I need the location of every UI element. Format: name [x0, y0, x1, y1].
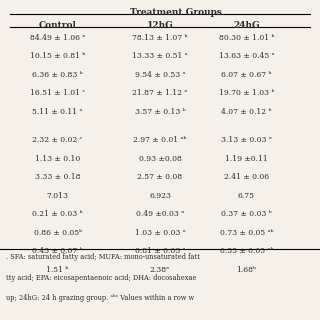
Text: tty acid; EPA: eicosapentaenoic acid; DHA: docosahexae: tty acid; EPA: eicosapentaenoic acid; DH… [6, 274, 197, 282]
Text: 1.13 ± 0.10: 1.13 ± 0.10 [35, 155, 80, 163]
Text: 1.51 ᵇ: 1.51 ᵇ [46, 266, 69, 274]
Text: 0.86 ± 0.05ᵇ: 0.86 ± 0.05ᵇ [34, 229, 82, 237]
Text: 2.57 ± 0.08: 2.57 ± 0.08 [137, 173, 183, 181]
Text: 78.13 ± 1.07 ᵇ: 78.13 ± 1.07 ᵇ [132, 34, 188, 42]
Text: 0.49 ±0.03 ᵃ: 0.49 ±0.03 ᵃ [136, 210, 184, 218]
Text: 1.19 ±0.11: 1.19 ±0.11 [225, 155, 268, 163]
Text: 21.87 ± 1.12 ᵃ: 21.87 ± 1.12 ᵃ [132, 89, 188, 97]
Text: 0.43 ± 0.07 ᵇ: 0.43 ± 0.07 ᵇ [32, 247, 83, 255]
Text: 6.923: 6.923 [149, 192, 171, 200]
Text: 10.15 ± 0.81 ᵇ: 10.15 ± 0.81 ᵇ [30, 52, 85, 60]
Text: 7.013: 7.013 [47, 192, 68, 200]
Text: 3.57 ± 0.13 ᵇ: 3.57 ± 0.13 ᵇ [135, 108, 185, 116]
Text: 3.33 ± 0.18: 3.33 ± 0.18 [35, 173, 80, 181]
Text: 19.70 ± 1.03 ᵇ: 19.70 ± 1.03 ᵇ [219, 89, 274, 97]
Text: . SFA: saturated fatty acid; MUFA: mono-unsaturated fatt: . SFA: saturated fatty acid; MUFA: mono-… [6, 253, 200, 261]
Text: 2.32 ± 0.02 ᶜ: 2.32 ± 0.02 ᶜ [32, 136, 83, 144]
Text: up; 24hG: 24 h grazing group. ᵃᵇᶜ Values within a row w: up; 24hG: 24 h grazing group. ᵃᵇᶜ Values… [6, 294, 195, 302]
Text: 6.75: 6.75 [238, 192, 255, 200]
Text: 13.63 ± 0.45 ᵃ: 13.63 ± 0.45 ᵃ [219, 52, 274, 60]
Text: 0.21 ± 0.03 ᵇ: 0.21 ± 0.03 ᵇ [32, 210, 83, 218]
Text: 5.11 ± 0.11 ᵃ: 5.11 ± 0.11 ᵃ [32, 108, 83, 116]
Text: 1.03 ± 0.03 ᵃ: 1.03 ± 0.03 ᵃ [135, 229, 185, 237]
Text: 2.97 ± 0.01 ᵃᵇ: 2.97 ± 0.01 ᵃᵇ [133, 136, 187, 144]
Text: 0.37 ± 0.03 ᵇ: 0.37 ± 0.03 ᵇ [221, 210, 272, 218]
Text: 0.81 ± 0.03 ᵃ: 0.81 ± 0.03 ᵃ [135, 247, 185, 255]
Text: 12hG: 12hG [147, 21, 173, 30]
Text: 2.41 ± 0.06: 2.41 ± 0.06 [224, 173, 269, 181]
Text: 13.33 ± 0.51 ᵃ: 13.33 ± 0.51 ᵃ [132, 52, 188, 60]
Text: 6.36 ± 0.83 ᵇ: 6.36 ± 0.83 ᵇ [32, 71, 83, 79]
Text: 9.54 ± 0.53 ᵃ: 9.54 ± 0.53 ᵃ [135, 71, 185, 79]
Text: 1.68ᵇ: 1.68ᵇ [236, 266, 256, 274]
Text: Control: Control [39, 21, 76, 30]
Text: Treatment Groups: Treatment Groups [130, 8, 222, 17]
Text: 3.13 ± 0.03 ᵃ: 3.13 ± 0.03 ᵃ [221, 136, 272, 144]
Text: 80.30 ± 1.01 ᵇ: 80.30 ± 1.01 ᵇ [219, 34, 274, 42]
Text: 0.55 ± 0.05 ᵃᵇ: 0.55 ± 0.05 ᵃᵇ [220, 247, 273, 255]
Text: 84.49 ± 1.06 ᵃ: 84.49 ± 1.06 ᵃ [30, 34, 85, 42]
Text: 16.51 ± 1.01 ᶜ: 16.51 ± 1.01 ᶜ [30, 89, 85, 97]
Text: 0.73 ± 0.05 ᵃᵇ: 0.73 ± 0.05 ᵃᵇ [220, 229, 273, 237]
Text: 6.07 ± 0.67 ᵇ: 6.07 ± 0.67 ᵇ [221, 71, 272, 79]
Text: 4.07 ± 0.12 ᵇ: 4.07 ± 0.12 ᵇ [221, 108, 272, 116]
Text: 24hG: 24hG [233, 21, 260, 30]
Text: 2.38ᵃ: 2.38ᵃ [150, 266, 170, 274]
Text: 0.93 ±0.08: 0.93 ±0.08 [139, 155, 181, 163]
